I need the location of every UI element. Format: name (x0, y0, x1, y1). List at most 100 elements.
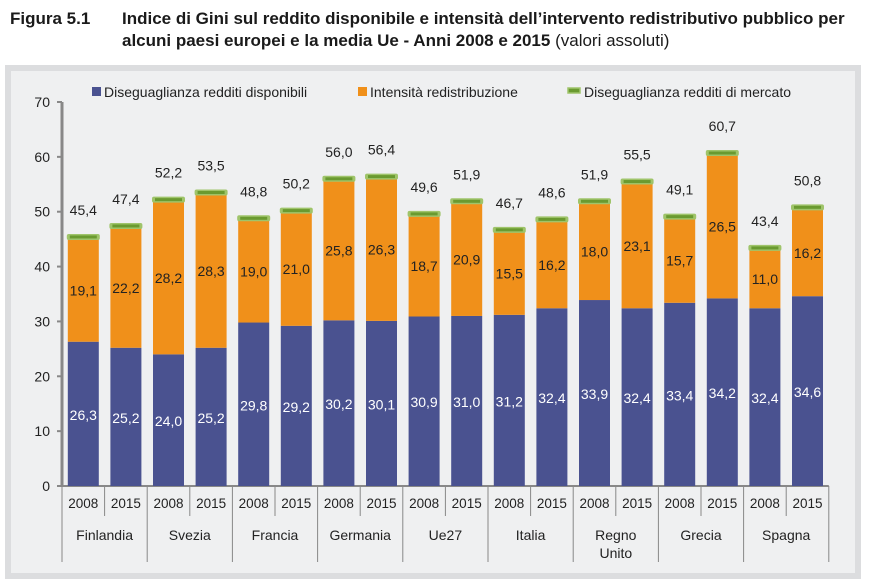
x-year-label: 2008 (750, 496, 780, 511)
x-group-label: Grecia (680, 527, 721, 543)
bar-segment-disp (110, 347, 142, 486)
x-year-label: 2015 (622, 496, 652, 511)
bar-segment-disp (536, 308, 568, 486)
data-label-redistr: 16,2 (538, 257, 565, 273)
legend-swatch (92, 87, 101, 96)
x-year-label: 2015 (537, 496, 567, 511)
bar-segment-disp (238, 322, 270, 486)
data-label-disp: 25,2 (197, 410, 224, 426)
data-label-redistr: 16,2 (794, 245, 821, 261)
y-tick-label: 30 (34, 313, 50, 329)
data-label-disp: 30,9 (410, 394, 437, 410)
x-year-label: 2008 (153, 496, 183, 511)
data-label-market: 50,8 (794, 172, 821, 188)
x-group-label: Francia (252, 527, 299, 543)
x-group-label: Spagna (762, 527, 810, 543)
data-label-disp: 30,1 (368, 396, 395, 412)
data-label-market: 45,4 (70, 202, 97, 218)
y-tick-label: 40 (34, 259, 50, 275)
data-label-redistr: 28,2 (155, 270, 182, 286)
data-label-disp: 26,3 (70, 407, 97, 423)
data-label-disp: 24,0 (155, 413, 182, 429)
x-year-label: 2015 (111, 496, 141, 511)
data-label-market: 43,4 (751, 213, 778, 229)
data-label-disp: 32,4 (538, 390, 565, 406)
data-label-market: 46,7 (496, 195, 523, 211)
data-label-redistr: 18,0 (581, 244, 608, 260)
legend-label: Intensità redistribuzione (370, 84, 518, 100)
bar-segment-redistr (536, 219, 568, 309)
x-group-label: Svezia (169, 527, 211, 543)
bar-segment-disp (195, 347, 227, 486)
data-label-market: 47,4 (112, 191, 139, 207)
bar-segment-redistr (621, 181, 653, 309)
x-year-label: 2008 (239, 496, 269, 511)
market-marker-core (368, 175, 395, 179)
bar-segment-disp (579, 300, 610, 486)
market-marker-core (453, 199, 481, 203)
data-label-redistr: 23,1 (623, 238, 650, 254)
data-label-disp: 33,9 (581, 386, 608, 402)
data-label-market: 52,2 (155, 165, 182, 181)
data-label-redistr: 28,3 (197, 263, 224, 279)
market-marker-core (495, 228, 523, 232)
market-marker-core (666, 215, 694, 219)
market-marker-core (751, 246, 779, 250)
bar-segment-redistr (195, 192, 227, 348)
data-label-disp: 29,2 (283, 399, 310, 415)
data-label-market: 49,6 (410, 179, 437, 195)
bar-segment-disp (408, 316, 440, 486)
market-marker-core (581, 199, 608, 203)
bar-segment-disp (323, 320, 355, 486)
x-year-label: 2008 (324, 496, 354, 511)
market-marker-core (69, 235, 97, 239)
data-label-disp: 34,6 (794, 384, 821, 400)
data-label-disp: 30,2 (325, 396, 352, 412)
bar-segment-disp (366, 320, 397, 486)
x-year-label: 2015 (281, 496, 311, 511)
bar-segment-redistr (451, 201, 483, 316)
figure-label: Figura 5.1 (10, 9, 91, 28)
x-year-label: 2015 (452, 496, 482, 511)
data-label-redistr: 20,9 (453, 252, 480, 268)
data-label-market: 48,8 (240, 183, 267, 199)
bar-segment-redistr (153, 199, 184, 355)
bar-segment-disp (706, 298, 738, 486)
bar-segment-redistr (110, 225, 142, 348)
market-marker-core (708, 151, 736, 155)
data-label-market: 56,0 (325, 144, 352, 160)
data-label-disp: 31,0 (453, 394, 480, 410)
bar-segment-disp (451, 315, 483, 486)
data-label-market: 51,9 (453, 166, 480, 182)
market-marker-core (410, 212, 438, 216)
data-label-redistr: 21,0 (283, 261, 310, 277)
data-label-disp: 29,8 (240, 397, 267, 413)
y-tick-label: 60 (34, 149, 50, 165)
x-year-label: 2015 (196, 496, 226, 511)
data-label-disp: 25,2 (112, 410, 139, 426)
bar-segment-disp (664, 302, 696, 486)
x-year-label: 2015 (792, 496, 822, 511)
data-label-redistr: 26,3 (368, 242, 395, 258)
market-marker-core (197, 191, 225, 195)
y-tick-label: 50 (34, 204, 50, 220)
bar-segment-disp (153, 354, 184, 486)
y-tick-label: 10 (34, 423, 50, 439)
x-year-label: 2008 (665, 496, 695, 511)
x-year-label: 2015 (707, 496, 737, 511)
bar-segment-redistr (493, 229, 525, 315)
data-label-market: 60,7 (709, 118, 736, 134)
bar-segment-redistr (706, 153, 738, 299)
x-group-label: Italia (516, 527, 546, 543)
market-marker-core (794, 205, 821, 209)
legend-label: Diseguaglianza redditi disponibili (104, 84, 307, 100)
bar-segment-disp (493, 314, 525, 486)
market-marker-core (112, 224, 140, 228)
x-year-label: 2008 (409, 496, 439, 511)
bar-segment-disp (621, 308, 653, 486)
data-label-market: 56,4 (368, 142, 395, 158)
x-year-label: 2015 (366, 496, 396, 511)
data-label-market: 51,9 (581, 166, 608, 182)
x-group-label: Finlandia (76, 527, 133, 543)
legend-swatch (567, 87, 581, 94)
